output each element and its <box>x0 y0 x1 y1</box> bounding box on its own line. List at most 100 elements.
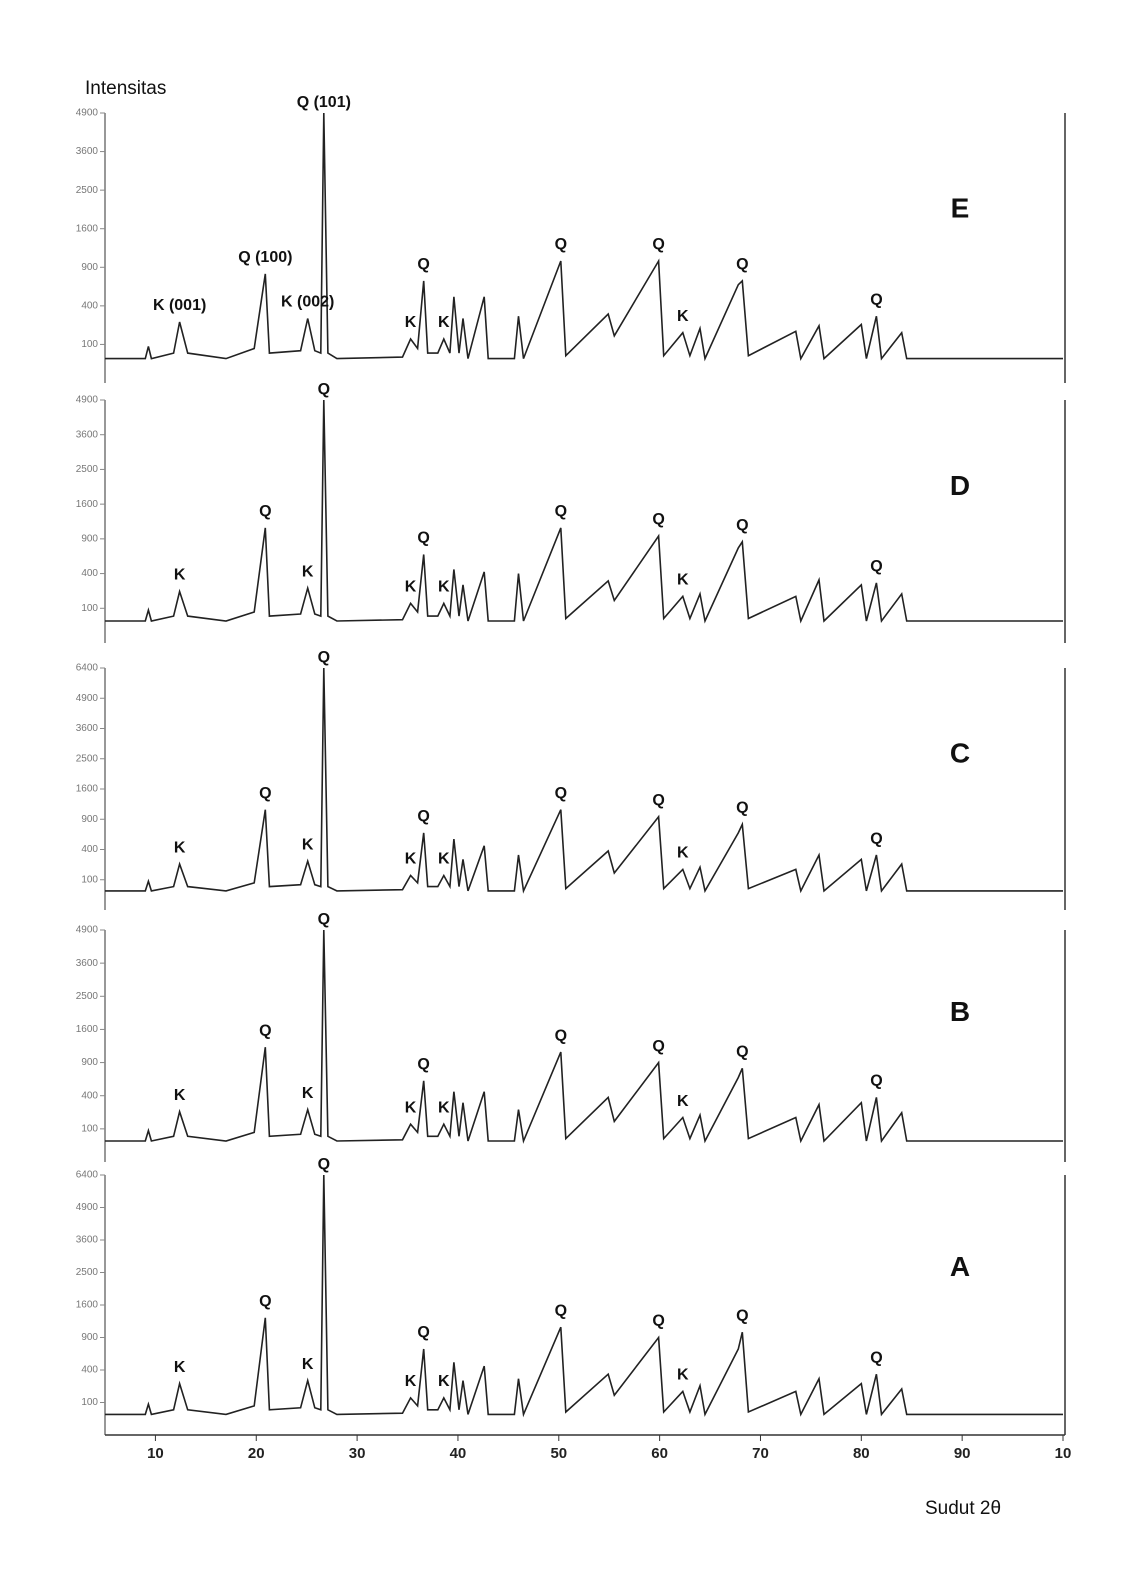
peak-annotation: K <box>302 836 314 853</box>
peak-annotation: K <box>174 567 186 584</box>
peak-annotation: K <box>677 1367 689 1384</box>
y-tick-label: 6400 <box>76 1170 99 1181</box>
peak-annotation: Q <box>736 256 748 273</box>
y-tick-label: 2500 <box>76 185 99 196</box>
y-tick-label: 3600 <box>76 429 99 440</box>
peak-annotation: Q <box>259 1293 271 1310</box>
y-tick-label: 2500 <box>76 753 99 764</box>
y-tick-label: 400 <box>81 844 98 855</box>
peak-annotation: Q <box>318 911 330 928</box>
y-tick-label: 100 <box>81 339 98 350</box>
y-tick-label: 1600 <box>76 499 99 510</box>
peak-annotation: K <box>405 1373 417 1390</box>
x-tick-label: 80 <box>853 1445 870 1462</box>
panel-label: D <box>950 470 970 501</box>
peak-annotation: K <box>405 579 417 596</box>
peak-annotation: K <box>174 1087 186 1104</box>
panel-label: E <box>951 193 970 224</box>
peak-annotation: Q <box>259 503 271 520</box>
panel-label: B <box>950 996 970 1027</box>
peak-annotation: K <box>302 1085 314 1102</box>
y-tick-label: 900 <box>81 814 98 825</box>
peak-annotation: Q <box>417 1324 429 1341</box>
y-tick-label: 400 <box>81 1365 98 1376</box>
peak-annotation: Q <box>870 1349 882 1366</box>
peak-annotation: Q <box>652 1038 664 1055</box>
y-tick-label: 1600 <box>76 784 99 795</box>
y-tick-label: 3600 <box>76 146 99 157</box>
panel-label: A <box>950 1251 970 1282</box>
y-tick-label: 400 <box>81 568 98 579</box>
y-tick-label: 4900 <box>76 395 99 406</box>
x-axis-label: Sudut 2θ <box>925 1498 1001 1519</box>
y-tick-label: 100 <box>81 1397 98 1408</box>
peak-annotation: Q <box>417 530 429 547</box>
peak-annotation: Q <box>870 1073 882 1090</box>
peak-annotation: Q <box>555 236 567 253</box>
peak-annotation: K <box>677 308 689 325</box>
y-tick-label: 900 <box>81 262 98 273</box>
peak-annotation: Q <box>417 256 429 273</box>
peak-annotation: Q <box>652 1313 664 1330</box>
peak-annotation: Q <box>652 792 664 809</box>
peak-annotation: K <box>302 1356 314 1373</box>
y-tick-label: 3600 <box>76 958 99 969</box>
peak-annotation: Q <box>652 511 664 528</box>
peak-annotation: K <box>438 1373 450 1390</box>
y-tick-label: 1600 <box>76 1024 99 1035</box>
x-tick-label: 20 <box>248 1445 265 1462</box>
peak-annotation: Q <box>870 830 882 847</box>
panel-label: C <box>950 738 970 769</box>
y-tick-label: 1600 <box>76 223 99 234</box>
peak-annotation: Q <box>318 1156 330 1173</box>
peak-annotation: Q (101) <box>297 94 351 111</box>
peak-annotation: Q <box>555 1302 567 1319</box>
peak-annotation: K <box>174 839 186 856</box>
y-tick-label: 4900 <box>76 925 99 936</box>
pattern-line <box>105 399 1063 624</box>
peak-annotation: K <box>405 851 417 868</box>
y-tick-label: 100 <box>81 603 98 614</box>
peak-annotation: Q <box>417 808 429 825</box>
peak-annotation: Q <box>736 1307 748 1324</box>
x-tick-label: 90 <box>954 1445 971 1462</box>
peak-annotation: Q <box>652 236 664 253</box>
x-tick-label: 70 <box>752 1445 769 1462</box>
peak-annotation: Q <box>736 517 748 534</box>
y-tick-label: 4900 <box>76 108 99 119</box>
pattern-line <box>105 667 1063 894</box>
peak-annotation: K <box>438 851 450 868</box>
x-tick-label: 10 <box>147 1445 164 1462</box>
peak-annotation: Q <box>555 503 567 520</box>
peak-annotation: K <box>302 563 314 580</box>
peak-annotation: Q <box>417 1056 429 1073</box>
peak-annotation: K <box>174 1359 186 1376</box>
y-tick-label: 3600 <box>76 1235 99 1246</box>
peak-annotation: K <box>677 1093 689 1110</box>
y-tick-label: 2500 <box>76 464 99 475</box>
x-tick-label: 60 <box>651 1445 668 1462</box>
y-tick-label: 6400 <box>76 663 99 674</box>
peak-annotation: K (002) <box>281 294 334 311</box>
y-tick-label: 3600 <box>76 723 99 734</box>
pattern-line <box>105 112 1063 362</box>
y-tick-label: 4900 <box>76 693 99 704</box>
y-tick-label: 1600 <box>76 1300 99 1311</box>
x-tick-label: 50 <box>550 1445 567 1462</box>
y-tick-label: 2500 <box>76 1267 99 1278</box>
peak-annotation: Q <box>318 381 330 398</box>
x-tick-label: 10 <box>1055 1445 1072 1462</box>
y-tick-label: 400 <box>81 300 98 311</box>
y-tick-label: 400 <box>81 1090 98 1101</box>
peak-annotation: Q <box>259 1022 271 1039</box>
y-tick-label: 900 <box>81 533 98 544</box>
y-tick-label: 100 <box>81 1123 98 1134</box>
y-tick-label: 100 <box>81 874 98 885</box>
peak-annotation: Q <box>870 558 882 575</box>
peak-annotation: Q <box>736 1043 748 1060</box>
peak-annotation: K <box>405 1099 417 1116</box>
peak-annotation: Q (100) <box>238 249 292 266</box>
peak-annotation: Q <box>555 785 567 802</box>
